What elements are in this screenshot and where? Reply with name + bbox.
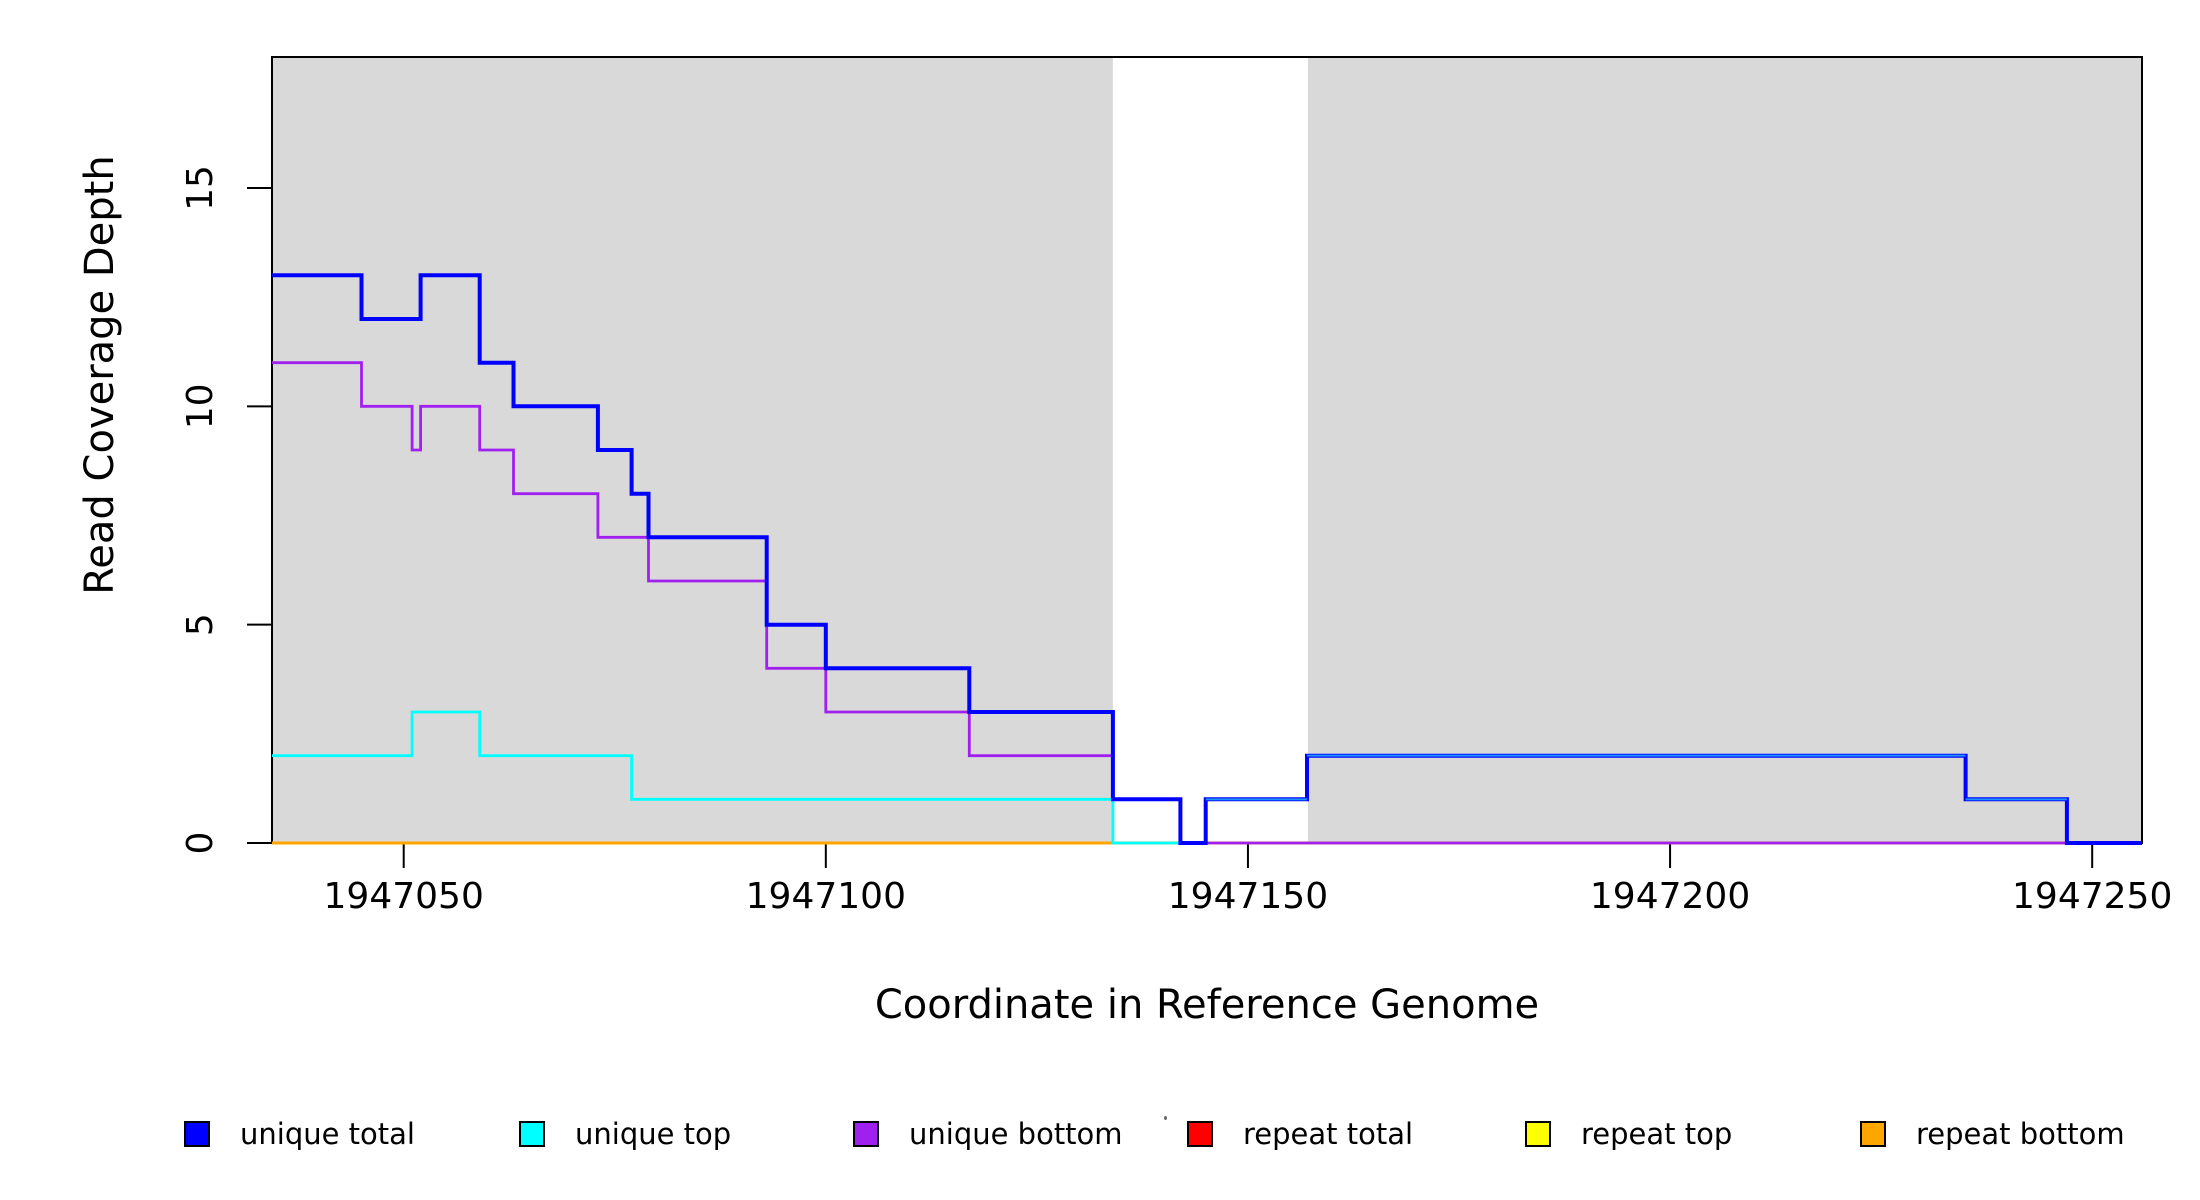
shaded-uniqueness-region xyxy=(1307,57,2142,843)
y-axis-title: Read Coverage Depth xyxy=(77,155,123,595)
repeat-total-swatch-icon xyxy=(1187,1121,1213,1147)
y-tick-label: 0 xyxy=(180,832,221,855)
y-tick-label: 5 xyxy=(180,613,221,636)
legend-label: unique bottom xyxy=(909,1117,1123,1151)
legend-label: unique top xyxy=(575,1117,732,1151)
series-line-unique-bottom xyxy=(272,361,2142,845)
x-tick-label: 1947100 xyxy=(746,876,906,917)
x-axis-title: Coordinate in Reference Genome xyxy=(874,982,1540,1028)
y-tick-label: 10 xyxy=(180,383,221,429)
x-tick-label: 1947150 xyxy=(1168,876,1328,917)
legend-label: repeat top xyxy=(1581,1117,1733,1151)
legend-label: repeat bottom xyxy=(1916,1117,2125,1151)
repeat-bottom-swatch-icon xyxy=(1860,1121,1886,1147)
legend-label: unique total xyxy=(240,1117,415,1151)
repeat-top-swatch-icon xyxy=(1525,1121,1551,1147)
legend-label: repeat total xyxy=(1243,1117,1414,1151)
unique-bottom-swatch-icon xyxy=(853,1121,879,1147)
series-line-unique-total xyxy=(272,273,2142,845)
shaded-uniqueness-region xyxy=(272,57,1113,843)
y-tick-label: 15 xyxy=(180,165,221,211)
unique-total-swatch-icon xyxy=(184,1121,210,1147)
x-tick-label: 1947250 xyxy=(2012,876,2172,917)
unique-top-swatch-icon xyxy=(519,1121,545,1147)
x-tick-label: 1947050 xyxy=(324,876,484,917)
stray-dot-artifact xyxy=(1164,1116,1167,1120)
x-tick-label: 1947200 xyxy=(1590,876,1750,917)
legend: unique total unique top unique bottom re… xyxy=(0,1120,2200,1160)
